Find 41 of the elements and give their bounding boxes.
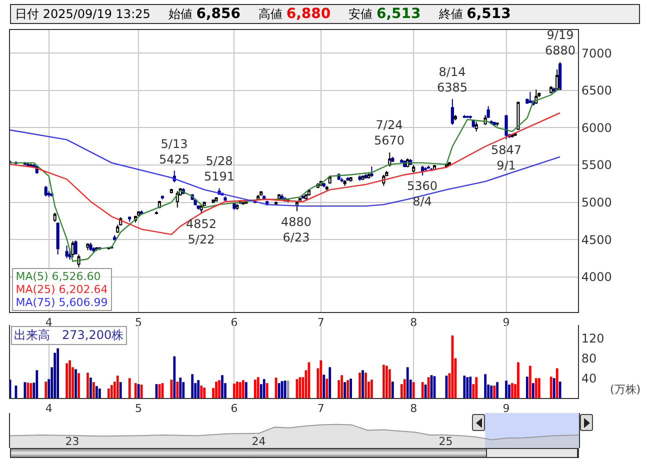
x-tick-label: 24 xyxy=(252,435,266,448)
annotation: 7/24 5670 xyxy=(374,118,405,148)
y-tick-label: 6000 xyxy=(581,120,612,135)
y-tick-label: 40 xyxy=(581,371,597,386)
text: 始値 6,856 xyxy=(168,6,240,22)
text: 安値 6,513 xyxy=(348,6,421,22)
y-tick-label: 120 xyxy=(581,332,604,346)
y-tick-label: 5500 xyxy=(581,158,612,172)
annotation: 9/19 6880 xyxy=(545,28,576,58)
text: 高値 6,880 xyxy=(258,6,331,22)
x-tick-label: 8 xyxy=(410,402,418,416)
y-axis-title: (万株) xyxy=(610,383,641,396)
annotation: 5847 9/1 xyxy=(491,143,522,173)
x-tick-label: 4 xyxy=(45,402,52,416)
text: MA(25) 6,202.64 xyxy=(16,282,108,296)
text: 日付 2025/09/19 13:25 xyxy=(15,7,150,21)
annotation: 5360 8/4 xyxy=(407,179,438,209)
annotation: 4880 6/23 xyxy=(281,215,312,245)
annotation: 5/13 5425 xyxy=(159,137,190,167)
x-tick-label: 6 xyxy=(230,316,238,330)
text: MA(75) 5,606.99 xyxy=(16,296,108,309)
y-tick-label: 4000 xyxy=(581,270,612,284)
x-tick-label: 5 xyxy=(135,402,142,416)
y-tick-label: 80 xyxy=(581,351,597,366)
y-tick-label: 5000 xyxy=(581,196,612,210)
y-tick-label: 6500 xyxy=(581,84,612,98)
annotation: 8/14 6385 xyxy=(437,65,468,95)
x-tick-label: 8 xyxy=(410,316,418,330)
text: 終値 6,513 xyxy=(438,6,511,22)
chart-title: 出来高 273,200株 xyxy=(11,326,127,345)
x-tick-label: 23 xyxy=(65,435,80,448)
annotation: 5/28 5191 xyxy=(204,154,235,184)
x-tick-label: 25 xyxy=(438,435,453,448)
series-label: MA(5) 6,526.60 xyxy=(16,270,102,283)
y-tick-label: 4500 xyxy=(581,232,612,247)
annotation: 4852 5/22 xyxy=(186,217,217,247)
x-tick-label: 7 xyxy=(317,316,324,330)
x-tick-label: 6 xyxy=(230,402,238,416)
x-tick-label: 9 xyxy=(502,402,510,416)
y-tick-label: 7000 xyxy=(581,46,612,60)
x-tick-label: 7 xyxy=(317,402,324,416)
